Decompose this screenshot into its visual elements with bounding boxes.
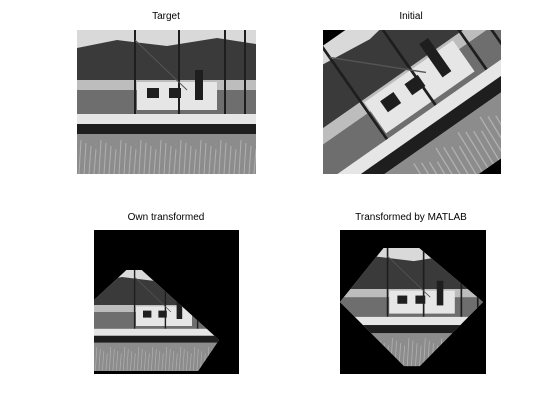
target-image bbox=[77, 30, 256, 174]
matlab-transformed-image bbox=[340, 230, 486, 374]
harbor-scene bbox=[340, 248, 483, 367]
initial-image bbox=[323, 30, 501, 174]
own-transformed-image bbox=[94, 230, 239, 374]
panel-title-target: Target bbox=[152, 11, 180, 22]
panel-title-initial: Initial bbox=[399, 11, 423, 22]
harbor-scene bbox=[77, 30, 256, 174]
panel-title-own-transformed: Own transformed bbox=[127, 212, 205, 223]
harbor-scene bbox=[323, 30, 501, 174]
harbor-scene bbox=[94, 270, 219, 371]
panel-title-matlab-transformed: Transformed by MATLAB bbox=[355, 212, 467, 223]
